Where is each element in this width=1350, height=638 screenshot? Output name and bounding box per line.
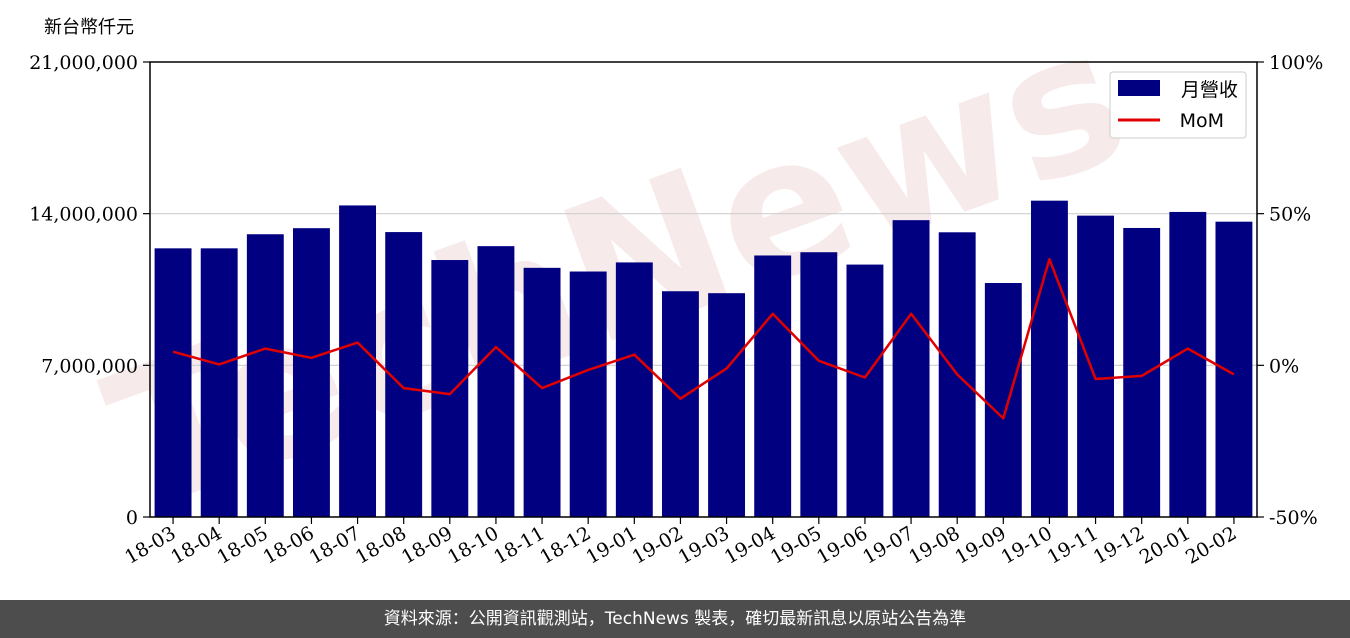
bar-18-09 xyxy=(431,260,469,517)
x-tick-label: 19-11 xyxy=(1044,522,1102,568)
x-tick-label: 18-09 xyxy=(398,522,456,568)
bar-18-03 xyxy=(154,248,192,518)
mom-line xyxy=(172,257,1235,420)
legend-label-mom: MoM xyxy=(1180,110,1224,132)
x-tick-label: 18-12 xyxy=(536,522,594,568)
left-tick-label: 0 xyxy=(126,507,138,529)
left-tick-label: 7,000,000 xyxy=(41,355,138,377)
source-footer: 資料來源：公開資訊觀測站，TechNews 製表，確切最新訊息以原站公告為準 xyxy=(0,600,1350,638)
x-tick-label: 19-12 xyxy=(1090,522,1148,568)
bar-18-10 xyxy=(477,246,515,517)
x-tick-label: 18-10 xyxy=(444,522,502,568)
x-tick-label: 19-01 xyxy=(582,522,640,568)
right-tick-label: 100% xyxy=(1269,52,1323,74)
left-tick-label: 21,000,000 xyxy=(29,52,138,74)
x-tick-label: 18-11 xyxy=(490,522,548,568)
x-axis: 18-0318-0418-0518-0618-0718-0818-0918-10… xyxy=(121,517,1240,569)
bar-series xyxy=(154,200,1253,518)
x-tick-label: 19-04 xyxy=(721,522,779,568)
bar-18-11 xyxy=(523,267,561,517)
grid-lines xyxy=(150,213,1257,366)
plot-frame xyxy=(149,61,1258,518)
legend-bar-swatch xyxy=(1118,80,1160,96)
bar-19-10 xyxy=(1030,200,1068,517)
left-axis: 0 7,000,000 14,000,000 21,000,000 xyxy=(29,52,150,529)
bar-19-11 xyxy=(1077,215,1115,517)
mom-line-series xyxy=(172,257,1235,420)
right-axis: -50% 0% 50% 100% xyxy=(1257,52,1323,529)
bar-19-06 xyxy=(846,264,884,517)
legend-label-revenue: 月營收 xyxy=(1181,79,1238,101)
x-tick-label: 18-07 xyxy=(306,522,364,568)
x-tick-label: 19-07 xyxy=(859,522,917,568)
bar-19-01 xyxy=(615,262,653,517)
bar-19-04 xyxy=(754,255,792,517)
bar-19-09 xyxy=(984,283,1022,517)
bar-19-12 xyxy=(1123,227,1161,517)
left-tick-label: 14,000,000 xyxy=(29,204,138,226)
x-tick-label: 19-10 xyxy=(997,522,1055,568)
left-axis-unit-label: 新台幣仟元 xyxy=(44,17,134,38)
x-tick-label: 20-02 xyxy=(1182,522,1240,568)
bar-19-05 xyxy=(800,252,838,517)
bar-18-04 xyxy=(200,248,238,518)
chart: TechNews 新台幣仟元 07,000,00014,000,00021,00… xyxy=(29,0,1323,569)
x-tick-label: 19-05 xyxy=(767,522,825,568)
right-tick-label: 50% xyxy=(1269,204,1311,226)
x-tick-label: 20-01 xyxy=(1136,522,1194,568)
x-tick-label: 19-09 xyxy=(951,522,1009,568)
x-tick-label: 19-08 xyxy=(905,522,963,568)
legend: 月營收 MoM xyxy=(1109,71,1247,139)
bar-18-07 xyxy=(339,205,377,517)
x-tick-label: 18-06 xyxy=(259,522,317,568)
bar-18-05 xyxy=(246,234,284,517)
bar-18-12 xyxy=(569,271,607,517)
x-tick-label: 19-06 xyxy=(813,522,871,568)
bar-19-03 xyxy=(708,293,746,517)
bar-19-02 xyxy=(661,291,699,517)
bar-20-02 xyxy=(1215,221,1253,517)
bar-19-07 xyxy=(892,220,930,517)
bar-18-06 xyxy=(292,228,330,517)
right-tick-label: -50% xyxy=(1269,507,1318,529)
x-tick-label: 18-08 xyxy=(352,522,410,568)
x-tick-label: 19-02 xyxy=(628,522,686,568)
x-tick-label: 19-03 xyxy=(675,522,733,568)
right-tick-label: 0% xyxy=(1269,355,1299,377)
bar-20-01 xyxy=(1169,211,1207,517)
